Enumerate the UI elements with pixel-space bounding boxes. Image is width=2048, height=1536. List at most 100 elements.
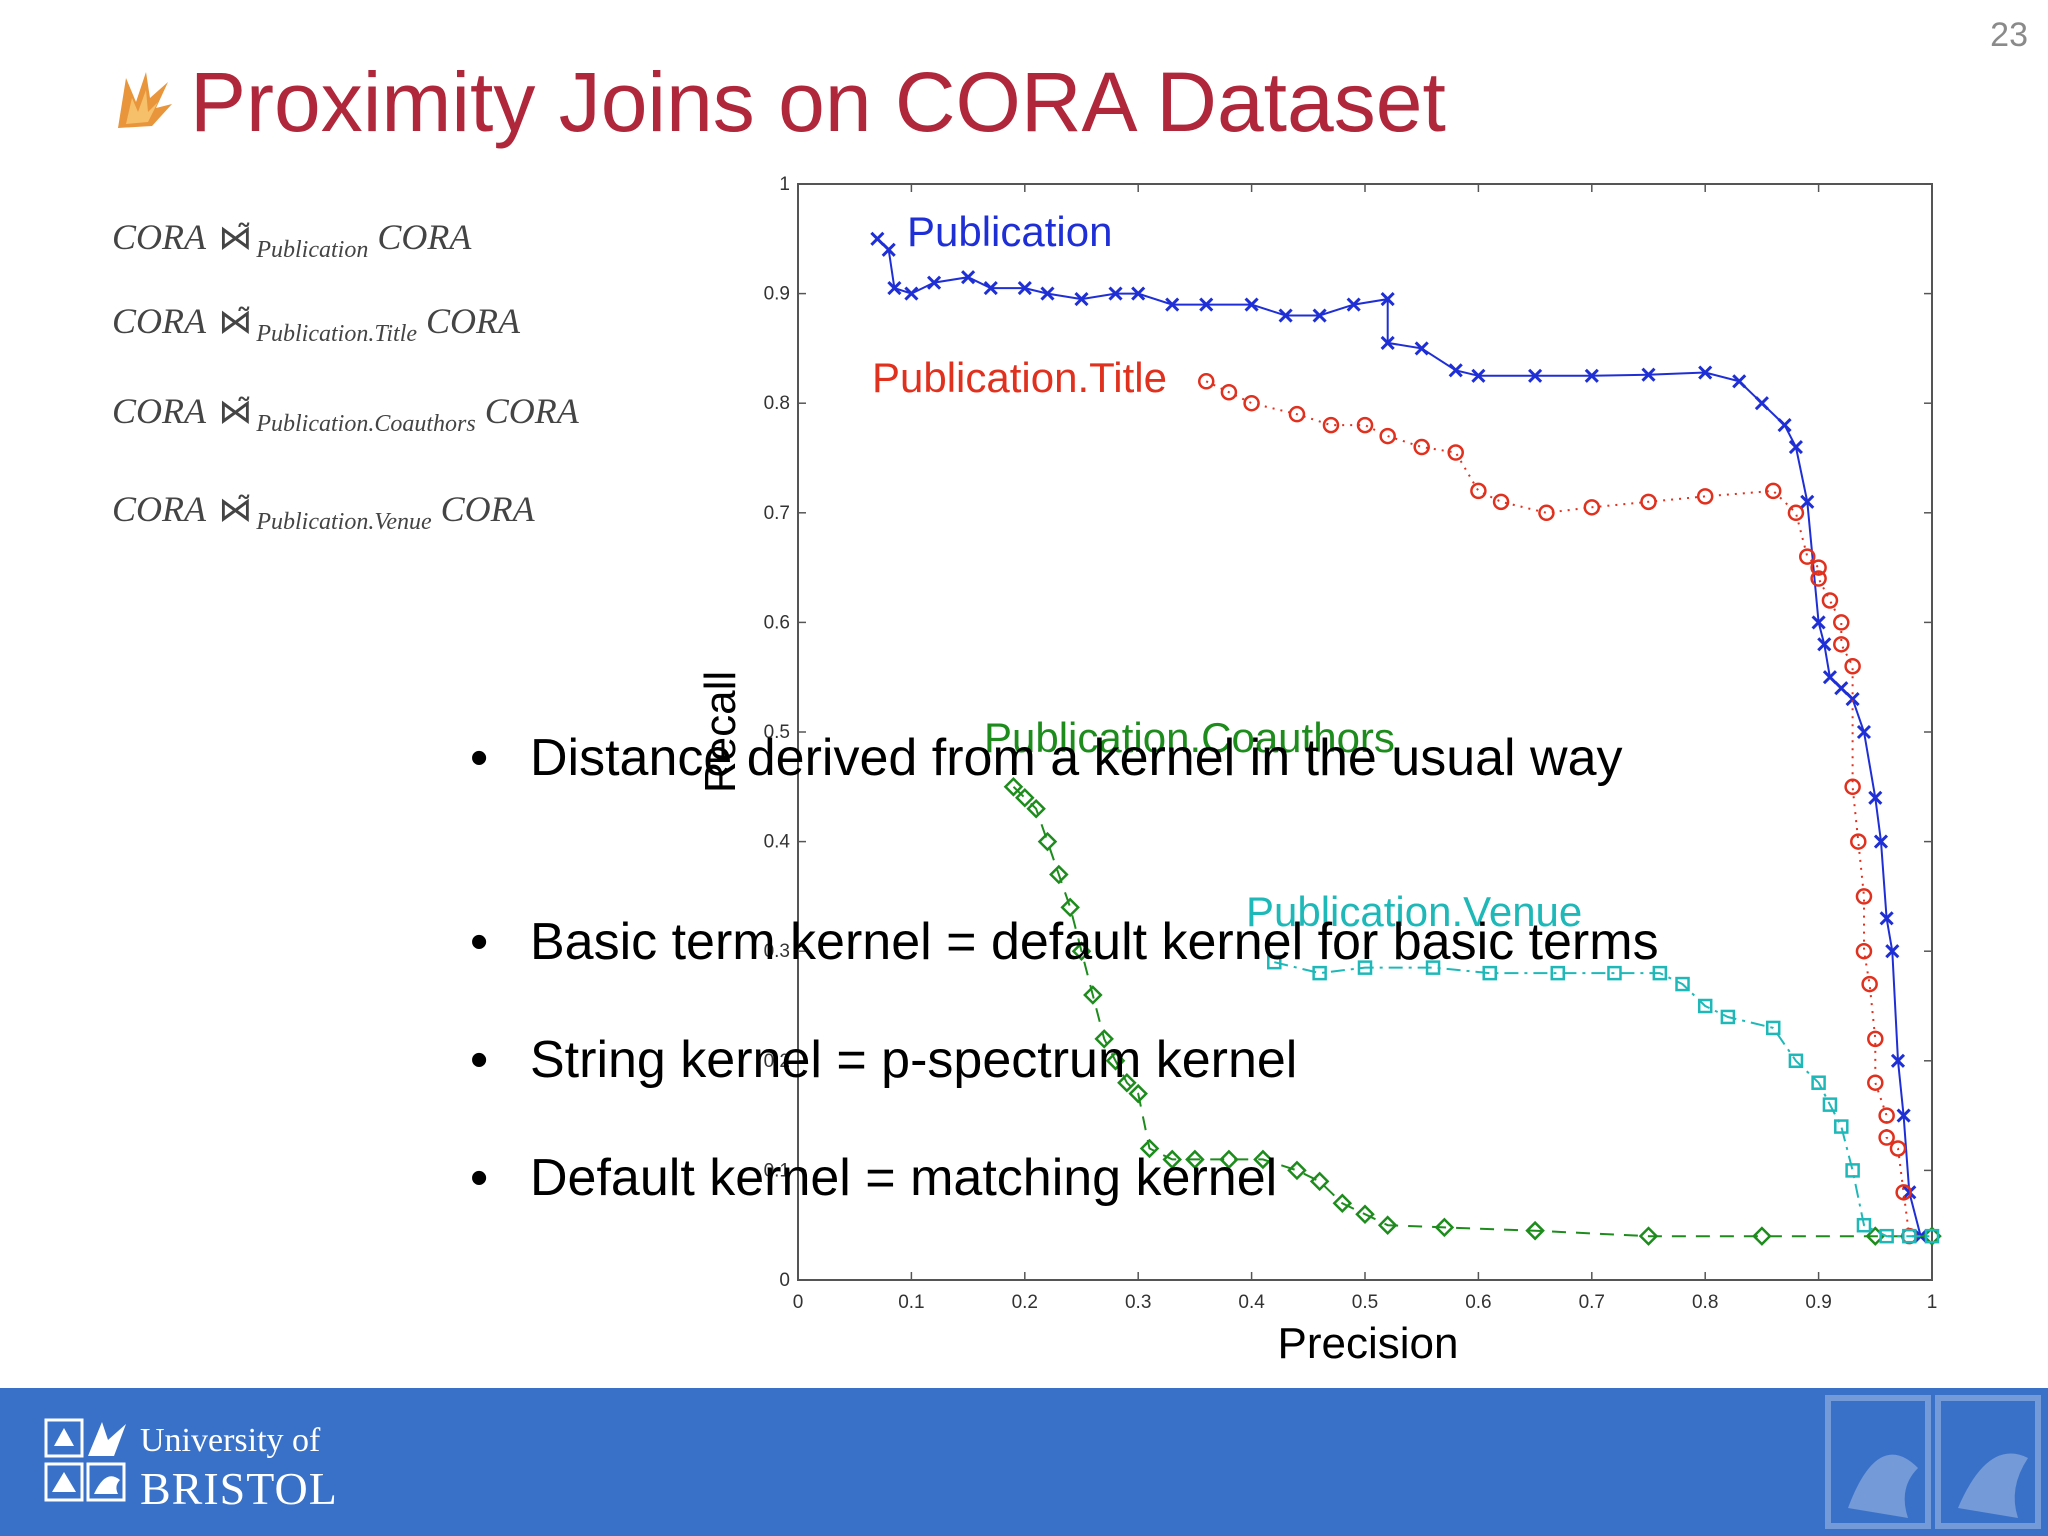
y-tick-label: 0 xyxy=(779,1270,790,1291)
slide-title: Proximity Joins on CORA Dataset xyxy=(190,55,1446,149)
data-point xyxy=(1811,615,1826,630)
page-number: 23 xyxy=(1990,16,2028,54)
data-point xyxy=(1434,1217,1455,1238)
data-point xyxy=(1800,494,1815,509)
data-point xyxy=(1777,418,1792,433)
data-point xyxy=(1312,965,1327,981)
university-name-line1: University of xyxy=(140,1422,321,1459)
bullet-dot-icon: • xyxy=(470,1031,489,1089)
data-point xyxy=(881,242,896,257)
data-point xyxy=(1752,1226,1772,1246)
recall-precision-chart: 0 0.1 0.2 0.3 0.4 0.5 0.6 0.7 0.8 0.9 1 0 0.1 0.2 0.3 0… xyxy=(696,174,1942,1368)
series-line xyxy=(876,238,1922,1237)
formula-right: CORA xyxy=(377,217,472,257)
formula-publication: CORA ⋈̃ Publication CORA xyxy=(112,216,471,264)
data-point xyxy=(1638,1226,1659,1246)
data-point xyxy=(1288,405,1306,423)
data-point xyxy=(1243,394,1260,412)
data-point xyxy=(1220,383,1238,401)
data-point xyxy=(1879,1228,1894,1244)
data-point xyxy=(1821,592,1839,609)
x-tick-label: 0 xyxy=(793,1292,804,1313)
join-icon: ⋈̃ xyxy=(218,304,253,341)
formula-publication-venue: CORA ⋈̃ Publication.Venue CORA xyxy=(112,488,535,536)
data-point xyxy=(1040,286,1055,301)
data-point xyxy=(1267,954,1282,970)
data-point xyxy=(1165,297,1180,312)
data-point xyxy=(1902,1228,1917,1244)
data-point xyxy=(1856,1217,1872,1233)
data-point xyxy=(887,281,902,296)
data-point xyxy=(1471,368,1486,383)
y-tick-label: 0.9 xyxy=(764,284,790,305)
data-point xyxy=(1482,965,1497,981)
data-point xyxy=(1675,976,1690,992)
data-point xyxy=(1447,444,1464,461)
bullet-text: Basic term kernel = default kernel for b… xyxy=(530,913,1659,971)
bullet-item: • String kernel = p-spectrum kernel xyxy=(470,1030,1297,1090)
x-tick-label: 0.2 xyxy=(1012,1292,1038,1313)
data-point xyxy=(1049,864,1069,885)
formula-left: CORA xyxy=(112,391,206,431)
data-point xyxy=(1697,998,1713,1014)
data-point xyxy=(1817,637,1832,652)
data-point xyxy=(1834,1119,1849,1134)
data-point xyxy=(1105,1051,1126,1071)
data-point xyxy=(1889,1140,1907,1157)
data-point xyxy=(1890,1053,1906,1068)
data-point xyxy=(1309,1171,1330,1192)
data-point xyxy=(1550,965,1566,981)
data-point xyxy=(1822,670,1838,685)
x-tick-label: 0.4 xyxy=(1238,1292,1265,1313)
data-point xyxy=(1834,681,1849,696)
series-line xyxy=(1012,786,1932,1238)
data-point xyxy=(1425,960,1441,975)
data-point xyxy=(1810,559,1827,576)
data-point xyxy=(1197,373,1215,390)
data-point xyxy=(1696,488,1714,505)
x-axis-label: Precision xyxy=(1278,1319,1459,1368)
data-point xyxy=(1788,1053,1804,1069)
data-point xyxy=(1244,297,1259,312)
data-point xyxy=(1379,427,1396,445)
formula-subscript: Publication.Coauthors xyxy=(256,411,476,437)
y-tick-label: 0.7 xyxy=(764,503,790,524)
data-point xyxy=(1117,1072,1137,1093)
data-point xyxy=(1528,368,1543,383)
data-point xyxy=(1026,798,1046,819)
data-point xyxy=(1641,367,1656,382)
join-icon: ⋈̃ xyxy=(218,492,253,529)
y-tick-label: 1 xyxy=(779,174,790,195)
data-point xyxy=(1845,692,1860,707)
plot-frame xyxy=(797,183,1933,1281)
data-point xyxy=(1108,286,1123,301)
x-tick-label: 0.3 xyxy=(1125,1292,1151,1313)
data-point xyxy=(1332,1193,1353,1214)
flame-logo-icon xyxy=(118,72,172,128)
y-tick-label: 0.1 xyxy=(764,1160,790,1181)
data-point xyxy=(983,281,998,296)
data-point xyxy=(1640,493,1657,511)
bullet-text: Default kernel = matching kernel xyxy=(530,1149,1278,1207)
y-tick-label: 0.5 xyxy=(764,722,790,743)
join-icon: ⋈̃ xyxy=(218,394,253,431)
y-tick-label: 0.8 xyxy=(764,393,790,414)
formula-subscript: Publication xyxy=(256,237,369,263)
data-point xyxy=(1380,292,1395,307)
data-point xyxy=(1850,833,1867,850)
data-point xyxy=(1346,297,1361,312)
data-point xyxy=(1698,365,1713,380)
data-point xyxy=(1380,335,1395,350)
data-point xyxy=(1017,281,1032,296)
data-point xyxy=(1131,286,1146,301)
data-point xyxy=(1873,834,1889,849)
crest-watermark-icon xyxy=(1825,1395,2041,1529)
formula-publication-coauthors: CORA ⋈̃ Publication.Coauthors CORA xyxy=(112,390,579,438)
y-tick-label: 0.4 xyxy=(764,832,791,853)
data-point xyxy=(1652,965,1668,981)
data-point xyxy=(1607,965,1622,981)
data-point xyxy=(1845,1163,1860,1178)
data-point xyxy=(961,270,976,285)
footer-bar: University of BRISTOL xyxy=(0,1388,2048,1536)
data-point xyxy=(1094,1029,1114,1049)
